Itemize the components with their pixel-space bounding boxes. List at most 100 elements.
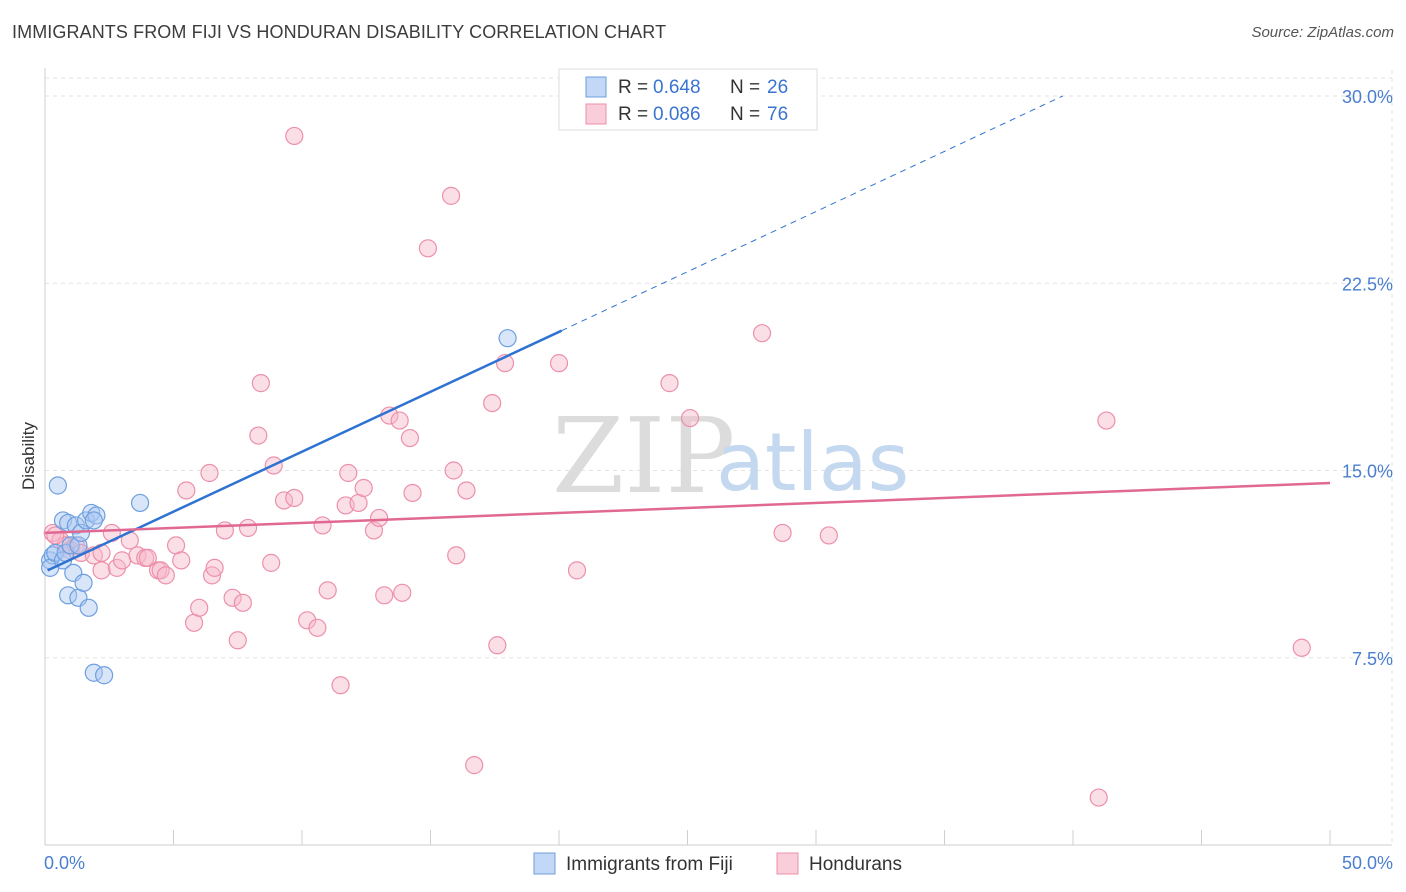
x-tick-label-0: 0.0% <box>44 853 85 873</box>
legend-n-value-0: 26 <box>767 77 788 98</box>
series-1-point-29 <box>228 631 247 650</box>
y-axis-label: Disability <box>19 421 38 490</box>
series-1-point-70 <box>773 523 792 543</box>
series-legend-swatch-1 <box>776 852 799 875</box>
series-1-point-8 <box>92 561 111 580</box>
series-1-point-62 <box>483 393 502 413</box>
legend-swatch-1 <box>585 103 607 125</box>
series-1-point-28 <box>223 588 242 607</box>
series-1-point-54 <box>400 428 420 448</box>
legend-n-label-0: N = <box>730 77 760 98</box>
series-0-point-25 <box>498 329 517 348</box>
series-1-point-47 <box>354 478 373 498</box>
series-1-point-58 <box>444 461 463 480</box>
series-1-point-23 <box>190 598 209 617</box>
series-1-point-61 <box>465 756 484 775</box>
series-0-trend-extension <box>561 95 1063 332</box>
series-1-point-65 <box>549 354 569 373</box>
series-layer <box>41 126 1311 807</box>
series-1-point-17 <box>151 561 170 580</box>
series-1-point-67 <box>660 374 679 393</box>
series-legend-label-1: Hondurans <box>809 854 902 875</box>
watermark: ZIP atlas <box>552 395 909 517</box>
series-1-points <box>43 126 1311 807</box>
series-0-point-3 <box>46 543 65 562</box>
series-1-point-73 <box>1089 788 1108 807</box>
series-1-point-56 <box>418 239 438 258</box>
series-1-point-53 <box>393 583 412 602</box>
y-tick-label-3: 30.0% <box>1342 87 1393 107</box>
series-0-point-21 <box>84 511 103 530</box>
series-0-point-4 <box>48 476 67 495</box>
series-1-point-69 <box>752 324 772 343</box>
axes <box>44 68 1392 846</box>
series-1-point-42 <box>318 581 337 600</box>
series-legend-label-0: Immigrants from Fiji <box>566 854 733 875</box>
y-tick-label-0: 7.5% <box>1352 649 1393 669</box>
series-1-point-33 <box>251 374 270 393</box>
series-1-point-72 <box>1097 411 1116 430</box>
chart-title: IMMIGRANTS FROM FIJI VS HONDURAN DISABIL… <box>12 22 667 42</box>
series-1-point-40 <box>308 618 327 637</box>
series-1-point-20 <box>172 551 191 570</box>
series-1-point-49 <box>370 508 389 528</box>
legend-n-label-1: N = <box>730 104 760 125</box>
series-1-point-11 <box>112 551 132 570</box>
series-1-point-25 <box>202 566 222 585</box>
legend-r-label-0: R = <box>618 77 648 98</box>
series-1-point-50 <box>375 586 394 605</box>
legend-n-value-1: 76 <box>767 104 788 125</box>
series-1-point-52 <box>390 411 409 430</box>
series-1-point-31 <box>238 518 258 538</box>
series-1-point-41 <box>313 516 332 535</box>
series-0-point-23 <box>95 666 114 685</box>
series-0-point-9 <box>61 536 80 555</box>
series-1-point-45 <box>339 463 358 483</box>
legend-r-label-1: R = <box>618 104 648 125</box>
x-tick-label-1: 50.0% <box>1342 853 1393 873</box>
series-1-point-26 <box>205 558 224 577</box>
series-0-trend-line <box>47 329 563 572</box>
stats-legend: R = 0.648 N = 26 R = 0.086 N = 76 <box>558 68 818 131</box>
series-0-point-24 <box>130 493 150 513</box>
watermark-atlas: atlas <box>716 416 909 509</box>
series-1-point-43 <box>331 676 350 695</box>
series-1-point-57 <box>441 186 461 205</box>
series-1-point-21 <box>177 481 196 500</box>
series-1-point-37 <box>285 488 304 508</box>
watermark-zip: ZIP <box>552 395 735 517</box>
series-1-point-66 <box>567 561 587 580</box>
series-1-point-59 <box>447 546 466 565</box>
series-1-point-39 <box>298 611 317 630</box>
legend-r-value-1: 0.086 <box>653 104 701 125</box>
legend-r-value-0: 0.648 <box>653 77 701 98</box>
series-0-point-20 <box>87 506 106 525</box>
series-1-point-75 <box>46 526 65 545</box>
series-1-point-71 <box>819 526 838 545</box>
series-1-point-55 <box>403 483 422 503</box>
series-1-point-34 <box>262 553 281 572</box>
series-legend: Immigrants from Fiji Hondurans <box>533 852 902 875</box>
series-1-point-30 <box>233 593 252 612</box>
gridlines <box>45 70 1393 845</box>
x-tick-labels: 0.0% 50.0% <box>44 853 1393 873</box>
series-1-point-32 <box>249 426 268 445</box>
series-1-point-24 <box>200 463 219 483</box>
source-credit: Source: ZipAtlas.com <box>1251 24 1394 41</box>
series-1-trend-line <box>44 481 1331 535</box>
legend-swatch-0 <box>585 76 607 98</box>
y-tick-label-1: 15.0% <box>1342 462 1393 482</box>
series-0-point-16 <box>74 573 93 592</box>
series-1-point-74 <box>1292 638 1311 657</box>
series-1-point-15 <box>138 548 157 567</box>
series-1-point-18 <box>156 566 175 585</box>
series-legend-swatch-0 <box>533 852 556 875</box>
series-0-points <box>41 329 517 685</box>
trend-lines <box>44 95 1331 572</box>
series-1-point-60 <box>457 481 476 500</box>
series-0-point-18 <box>79 598 98 617</box>
y-tick-label-2: 22.5% <box>1342 274 1393 294</box>
series-1-point-38 <box>285 126 304 146</box>
y-tick-labels: 7.5% 15.0% 22.5% 30.0% <box>1342 87 1393 669</box>
